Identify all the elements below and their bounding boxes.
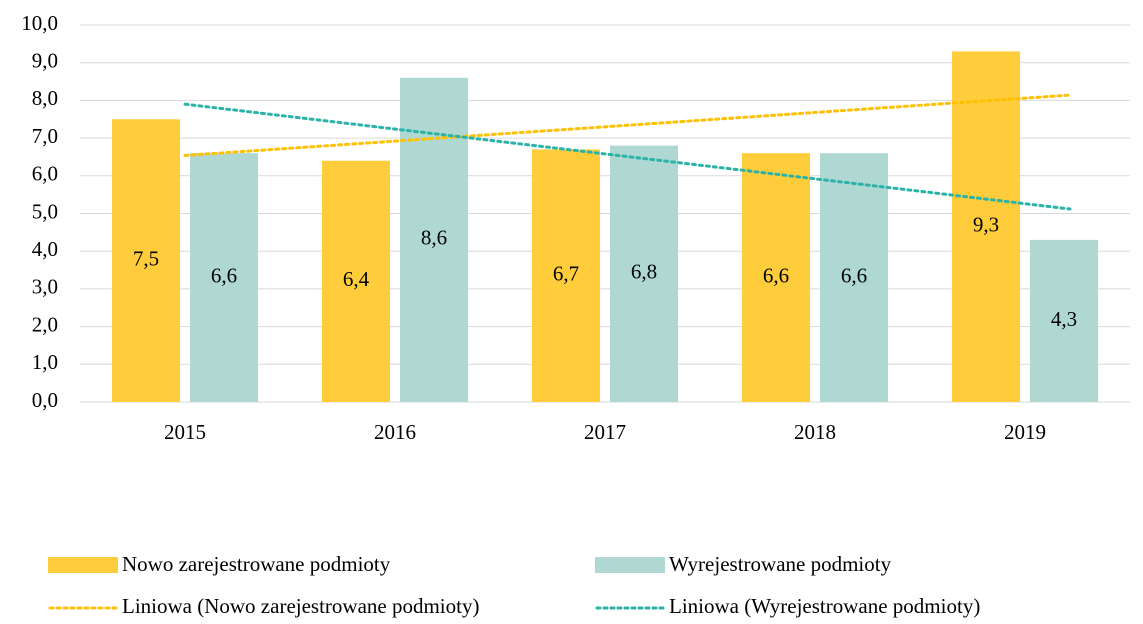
data-label: 9,3 [973,213,999,237]
trendline [183,93,1072,157]
data-label: 6,4 [343,267,370,291]
legend-label: Liniowa (Nowo zarejestrowane podmioty) [122,594,479,618]
data-label: 6,6 [763,263,789,287]
y-tick-label: 0,0 [32,388,58,412]
bar [1030,239,1098,402]
data-label: 6,7 [553,262,579,286]
bar [190,153,258,402]
x-tick-label: 2019 [1004,420,1046,444]
y-tick-label: 7,0 [32,124,58,148]
data-label: 8,6 [421,226,447,250]
data-label: 6,6 [841,263,867,287]
legend-label: Nowo zarejestrowane podmioty [122,552,391,576]
bar [610,145,678,402]
y-tick-label: 5,0 [32,199,58,223]
data-label: 6,6 [211,263,237,287]
bar [322,160,390,402]
data-label: 7,5 [133,246,159,270]
trendline [183,102,1072,211]
x-tick-label: 2018 [794,420,836,444]
y-tick-label: 8,0 [32,86,58,110]
x-tick-label: 2016 [374,420,416,444]
bar [820,153,888,402]
x-tick-label: 2017 [584,420,626,444]
y-tick-label: 4,0 [32,237,58,261]
y-tick-label: 9,0 [32,49,58,73]
y-tick-label: 6,0 [32,162,58,186]
y-tick-label: 3,0 [32,275,58,299]
legend-label: Liniowa (Wyrejestrowane podmioty) [669,594,980,618]
data-label: 6,8 [631,260,657,284]
data-label: 4,3 [1051,307,1077,331]
x-tick-label: 2015 [164,420,206,444]
bar [532,149,600,402]
legend-swatch [595,557,665,573]
legend-swatch [48,557,118,573]
y-tick-label: 10,0 [21,11,58,35]
y-tick-label: 2,0 [32,312,58,336]
y-tick-label: 1,0 [32,350,58,374]
legend-label: Wyrejestrowane podmioty [669,552,892,576]
bar [742,153,810,402]
bar [112,119,180,402]
bar [952,51,1020,402]
